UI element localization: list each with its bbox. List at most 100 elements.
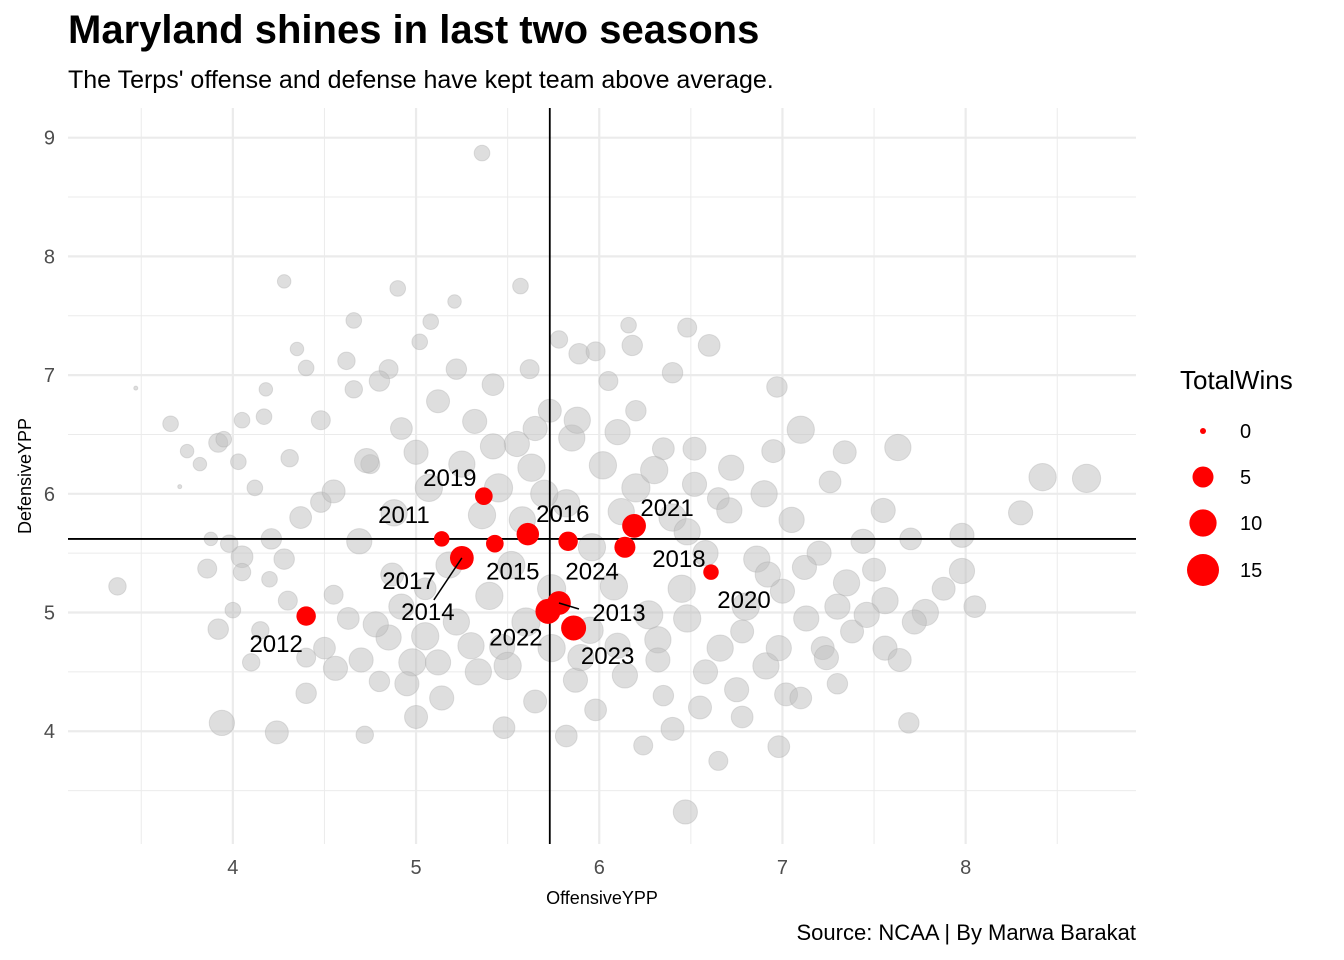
background-point bbox=[251, 621, 270, 640]
background-point bbox=[621, 334, 643, 357]
point-label: 2023 bbox=[581, 643, 634, 670]
background-point bbox=[413, 577, 437, 601]
point-label: 2024 bbox=[565, 558, 618, 585]
background-point bbox=[824, 593, 851, 620]
background-point bbox=[445, 358, 468, 380]
background-point bbox=[789, 686, 813, 710]
background-point bbox=[786, 415, 815, 444]
axes: 4 5 6 7 8 4 5 6 7 8 9 OffensiveYPP DefensiveYPP bbox=[15, 128, 971, 908]
legend-label: 10 bbox=[1240, 513, 1262, 535]
legend-key bbox=[1200, 428, 1206, 434]
background-point bbox=[258, 382, 274, 397]
point-label: 2016 bbox=[536, 501, 589, 528]
background-point bbox=[688, 695, 713, 720]
background-point bbox=[362, 611, 389, 638]
background-point bbox=[634, 600, 664, 630]
background-point bbox=[512, 277, 529, 295]
background-point bbox=[672, 799, 698, 825]
background-point bbox=[791, 554, 818, 580]
background-point bbox=[447, 294, 462, 309]
background-point bbox=[197, 558, 218, 579]
background-point bbox=[673, 604, 702, 633]
background-point bbox=[537, 633, 566, 663]
maryland-point bbox=[622, 513, 646, 538]
background-point bbox=[497, 550, 526, 580]
maryland-point bbox=[703, 564, 719, 580]
background-point bbox=[577, 533, 607, 562]
background-point bbox=[588, 451, 618, 480]
background-point bbox=[517, 453, 546, 482]
background-point bbox=[621, 473, 651, 503]
maryland-point bbox=[516, 522, 540, 546]
background-point bbox=[677, 317, 698, 338]
background-point bbox=[411, 622, 440, 651]
background-point bbox=[354, 447, 380, 474]
background-point bbox=[411, 333, 429, 351]
label-leader-line bbox=[433, 557, 463, 601]
background-point bbox=[424, 649, 452, 676]
point-label: 2012 bbox=[249, 631, 302, 658]
background-point bbox=[390, 417, 413, 440]
reference-lines bbox=[68, 108, 1136, 844]
background-point bbox=[853, 601, 880, 629]
background-point bbox=[442, 608, 471, 636]
background-point bbox=[313, 636, 336, 660]
x-tick-label: 8 bbox=[960, 857, 971, 879]
background-point bbox=[380, 562, 405, 587]
background-point bbox=[813, 645, 839, 671]
background-point bbox=[708, 750, 729, 771]
maryland-point bbox=[453, 549, 474, 569]
background-point bbox=[584, 698, 607, 722]
background-point bbox=[464, 658, 492, 686]
background-point bbox=[963, 595, 987, 618]
background-point bbox=[692, 540, 719, 567]
background-point bbox=[264, 720, 289, 745]
background-point bbox=[599, 572, 629, 601]
chart-title: Maryland shines in last two seasons bbox=[68, 8, 760, 52]
background-point bbox=[426, 389, 451, 414]
background-point bbox=[232, 562, 252, 582]
background-point bbox=[403, 439, 429, 465]
background-point bbox=[754, 561, 781, 588]
background-point bbox=[473, 144, 491, 162]
background-point bbox=[832, 569, 861, 597]
background-point bbox=[162, 415, 179, 433]
legend-label: 5 bbox=[1240, 467, 1251, 489]
background-point bbox=[706, 634, 734, 662]
background-point bbox=[640, 455, 669, 485]
point-label: 2020 bbox=[717, 587, 770, 614]
background-point bbox=[219, 534, 239, 553]
x-tick-label: 4 bbox=[227, 857, 238, 879]
x-tick-label: 7 bbox=[777, 857, 788, 879]
background-point bbox=[718, 454, 745, 481]
background-points bbox=[108, 144, 1102, 825]
background-point bbox=[519, 359, 540, 380]
background-point bbox=[346, 528, 373, 555]
background-point bbox=[645, 647, 671, 673]
background-point bbox=[345, 312, 363, 329]
background-point bbox=[604, 418, 631, 446]
y-tick-label: 4 bbox=[44, 721, 55, 743]
point-label: 2018 bbox=[652, 546, 705, 573]
background-point bbox=[887, 647, 912, 673]
background-point bbox=[730, 705, 754, 729]
background-point bbox=[404, 704, 429, 729]
background-point bbox=[310, 410, 331, 431]
legend-label: 0 bbox=[1240, 421, 1251, 443]
grid bbox=[68, 108, 1136, 844]
background-point bbox=[273, 548, 295, 570]
background-point bbox=[388, 593, 415, 620]
background-point bbox=[297, 359, 315, 377]
background-point bbox=[511, 607, 541, 637]
background-point bbox=[832, 440, 857, 465]
background-point bbox=[368, 670, 391, 693]
background-point bbox=[620, 316, 637, 334]
background-point bbox=[949, 522, 975, 548]
background-point bbox=[826, 673, 849, 695]
background-point bbox=[818, 470, 842, 494]
background-point bbox=[215, 430, 233, 448]
background-point bbox=[871, 587, 899, 615]
legend-key bbox=[1186, 553, 1220, 587]
background-point bbox=[479, 433, 507, 460]
